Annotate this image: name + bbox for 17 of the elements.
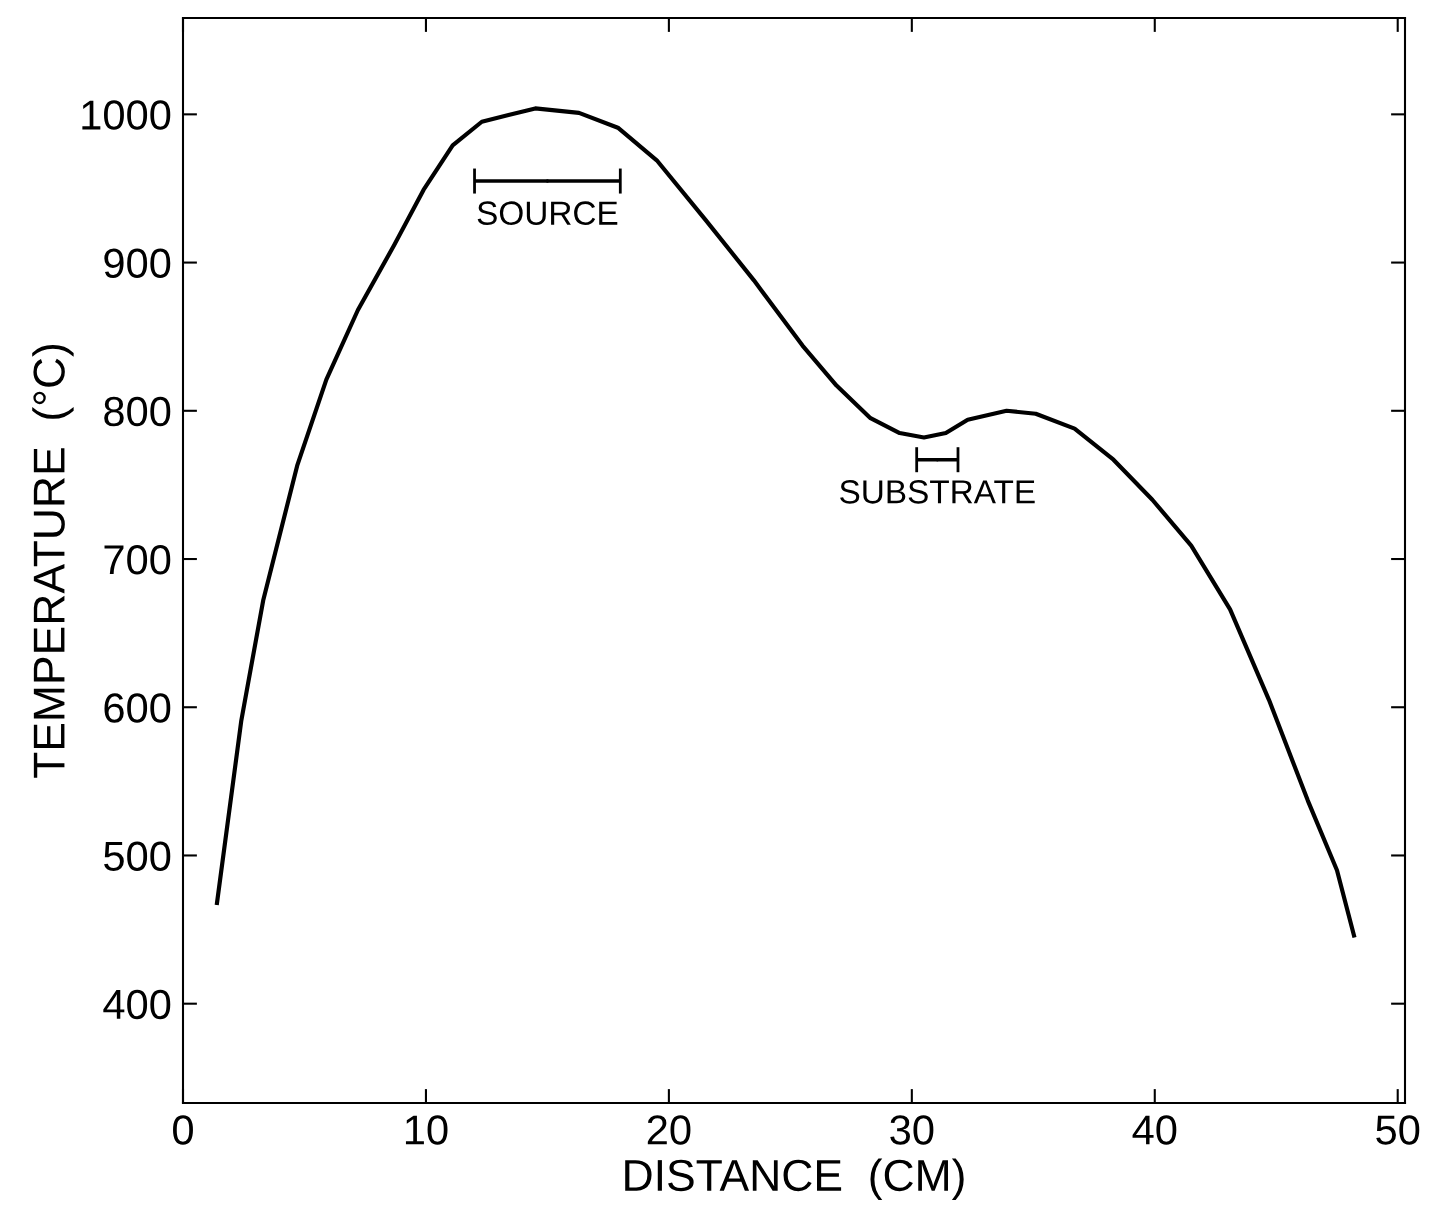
y-tick-label: 900 — [104, 248, 171, 279]
y-tick-label: 400 — [103, 989, 171, 1020]
series-label: SOURCE — [477, 201, 618, 225]
y-tick-label: 1000 — [82, 100, 171, 130]
x-tick-label: 10 — [405, 1115, 448, 1145]
x-tick-label: 40 — [1132, 1115, 1177, 1145]
x-tick-label: 50 — [1376, 1115, 1420, 1145]
y-tick-label: 600 — [104, 693, 171, 723]
x-axis-title: DISTANCE (CM) — [625, 1158, 964, 1200]
y-tick-label: 700 — [104, 545, 171, 575]
y-tick-label: 500 — [104, 841, 171, 871]
y-tick-label: 800 — [104, 396, 171, 427]
x-tick-label: 30 — [890, 1115, 934, 1145]
x-tick-label: 20 — [647, 1115, 691, 1145]
y-axis-title: TEMPERATURE (°C) — [32, 344, 74, 778]
x-tick-label: 0 — [173, 1115, 193, 1145]
series-label: SUBSTRATE — [840, 480, 1035, 504]
